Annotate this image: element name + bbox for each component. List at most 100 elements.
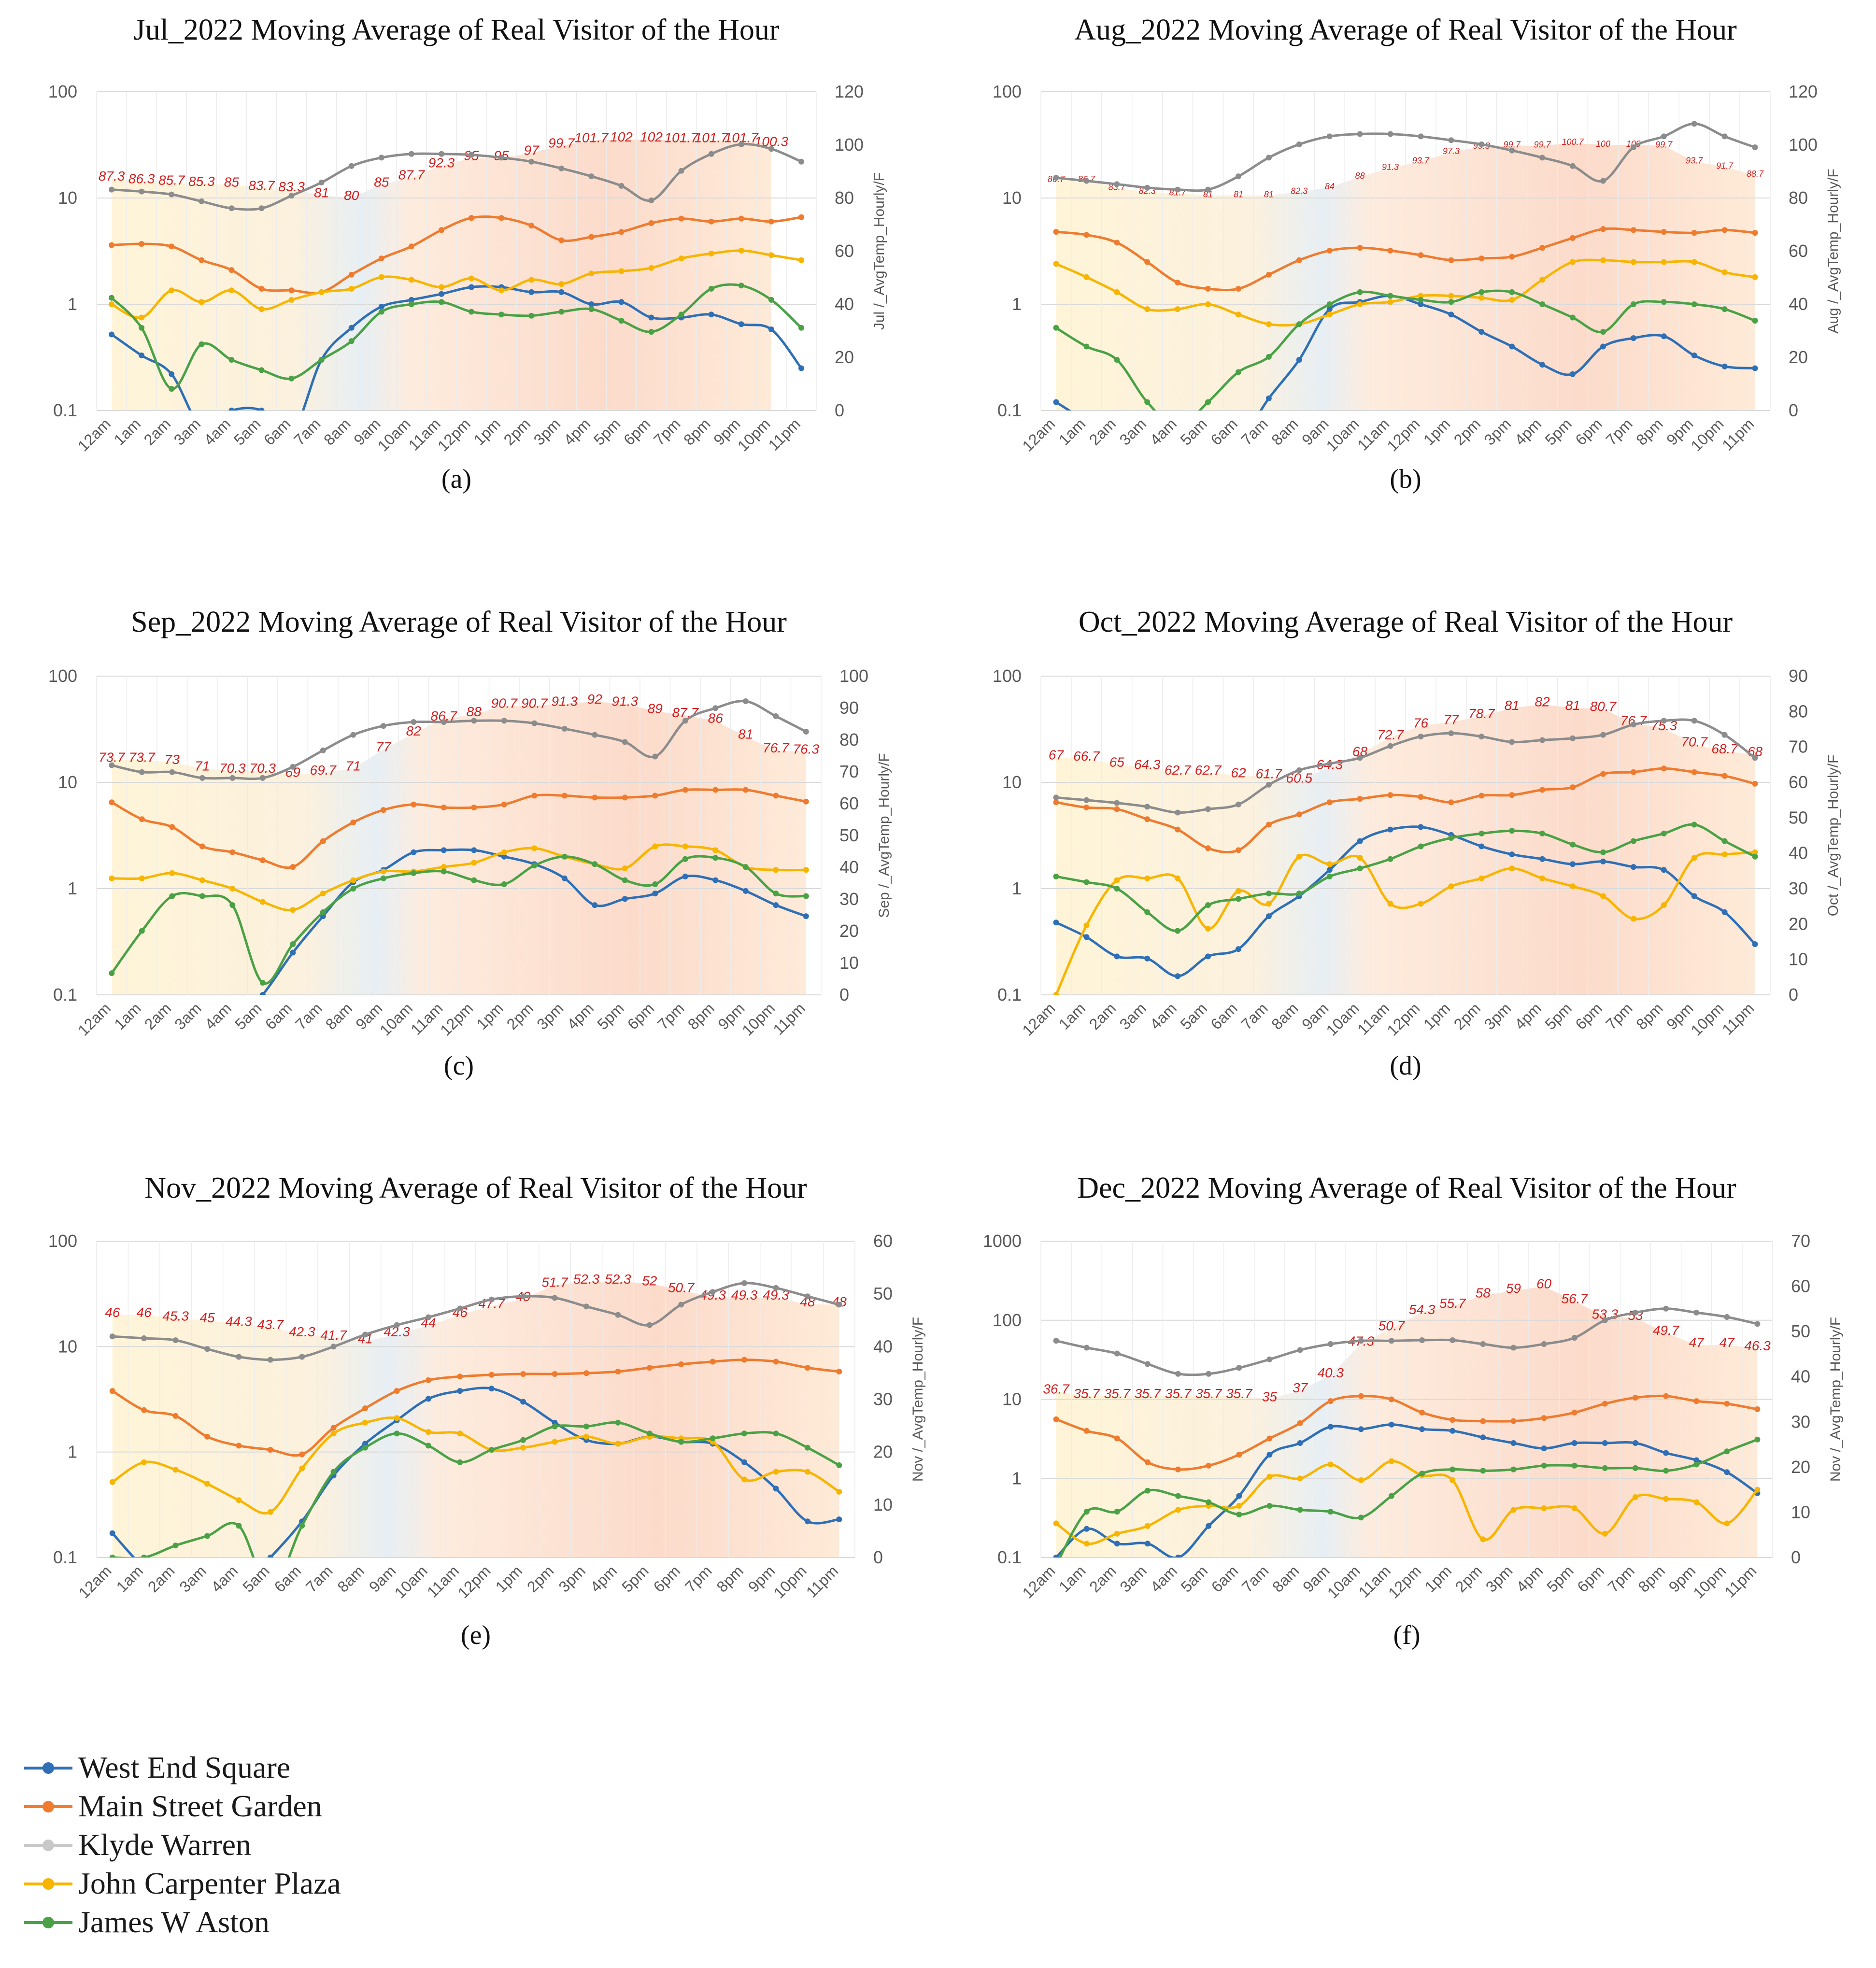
data-point	[141, 1335, 147, 1341]
data-point	[1571, 1462, 1578, 1469]
y2-tick-label: 120	[835, 82, 864, 101]
temp-data-label: 80.7	[1590, 699, 1617, 714]
data-point	[259, 775, 266, 781]
temp-data-label: 82	[406, 723, 422, 738]
x-tick-label: 7pm	[682, 1562, 715, 1595]
temp-data-label: 88	[467, 704, 482, 719]
temp-data-label: 35.7	[1073, 1386, 1100, 1401]
data-point	[1205, 285, 1211, 292]
data-point	[1053, 1555, 1059, 1557]
temp-data-label: 35	[1262, 1389, 1278, 1404]
data-point	[139, 816, 145, 822]
x-tick-label: 10am	[1324, 1562, 1364, 1601]
x-tick-label: 4pm	[1511, 415, 1545, 448]
data-point	[1144, 816, 1151, 822]
x-tick-label: 2pm	[500, 415, 534, 448]
data-point	[741, 1430, 747, 1437]
chart-panel-4: Oct_2022 Moving Average of Real Visitor …	[993, 606, 1841, 1081]
x-tick-label: 11am	[407, 999, 446, 1038]
data-point	[712, 847, 719, 853]
temp-data-label: 51.7	[541, 1275, 568, 1290]
data-point	[520, 1437, 526, 1443]
data-point	[836, 1516, 842, 1522]
data-point	[1754, 1487, 1761, 1493]
data-point	[1600, 732, 1606, 738]
data-point	[1570, 259, 1576, 265]
temp-data-label: 56.7	[1561, 1291, 1588, 1306]
data-point	[457, 1388, 463, 1394]
data-point	[1509, 828, 1515, 834]
data-point	[228, 408, 235, 411]
chart-title: Dec_2022 Moving Average of Real Visitor …	[1077, 1172, 1736, 1204]
data-point	[561, 853, 568, 860]
data-point	[258, 205, 265, 212]
data-point	[169, 824, 175, 830]
series-john-carpenter-plaza	[1053, 849, 1758, 995]
data-point	[798, 325, 804, 331]
data-point	[648, 329, 654, 335]
data-point	[1691, 718, 1697, 724]
y2-tick-label: 100	[839, 666, 868, 686]
data-point	[1144, 1523, 1151, 1529]
data-point	[1175, 1466, 1181, 1472]
data-point	[141, 1555, 147, 1557]
data-point	[441, 847, 447, 853]
data-point	[228, 357, 235, 363]
y2-tick-label: 70	[1791, 1231, 1810, 1251]
data-point	[1357, 855, 1363, 861]
data-point	[803, 867, 809, 873]
data-point	[109, 970, 115, 977]
chart-panel-2: Aug_2022 Moving Average of Real Visitor …	[993, 14, 1841, 494]
data-point	[498, 155, 505, 161]
data-point	[1691, 259, 1697, 265]
temp-data-label: 81	[738, 726, 753, 741]
data-point	[798, 158, 804, 165]
data-point	[1571, 1505, 1578, 1511]
data-point	[1114, 1435, 1120, 1442]
data-point	[139, 241, 145, 247]
data-point	[798, 257, 804, 263]
x-tick-label: 3pm	[1481, 999, 1514, 1033]
data-point	[1691, 301, 1697, 307]
y2-tick-label: 20	[873, 1442, 893, 1462]
y-tick-label: 0.1	[53, 1547, 77, 1567]
data-point	[1266, 1452, 1273, 1458]
data-point	[1541, 1505, 1547, 1511]
data-point	[267, 1447, 273, 1453]
temp-data-label: 70.3	[250, 761, 276, 776]
data-point	[1296, 321, 1302, 327]
temp-data-label: 102	[640, 129, 663, 144]
y2-tick-label: 10	[1791, 1502, 1810, 1522]
data-point	[1053, 794, 1059, 801]
data-point	[1539, 362, 1546, 368]
data-point	[199, 877, 205, 883]
data-point	[1053, 1416, 1059, 1422]
data-point	[169, 243, 175, 250]
data-point	[622, 739, 628, 745]
data-point	[773, 1430, 779, 1437]
x-tick-label: 6am	[260, 415, 294, 448]
data-point	[109, 295, 114, 301]
temp-data-label: 58	[1476, 1285, 1491, 1300]
chart-title: Oct_2022 Moving Average of Real Visitor …	[1079, 606, 1733, 638]
data-point	[1144, 399, 1151, 405]
y2-tick-label: 20	[1789, 347, 1808, 367]
data-point	[1358, 1426, 1364, 1432]
data-point	[648, 220, 654, 226]
data-point	[380, 868, 386, 875]
data-point	[712, 855, 719, 861]
data-point	[169, 769, 175, 775]
data-point	[804, 1518, 810, 1525]
data-point	[1297, 1347, 1303, 1353]
data-point	[228, 287, 235, 294]
x-tick-label: 5am	[230, 415, 264, 448]
data-point	[1083, 418, 1089, 424]
data-point	[109, 1333, 115, 1340]
x-tick-label: 11am	[1355, 1562, 1394, 1600]
y2-tick-label: 40	[839, 857, 859, 877]
data-point	[1083, 1345, 1090, 1351]
x-tick-label: 1pm	[470, 415, 504, 448]
data-point	[411, 719, 417, 725]
data-point	[469, 215, 474, 221]
data-point	[1724, 1469, 1730, 1475]
